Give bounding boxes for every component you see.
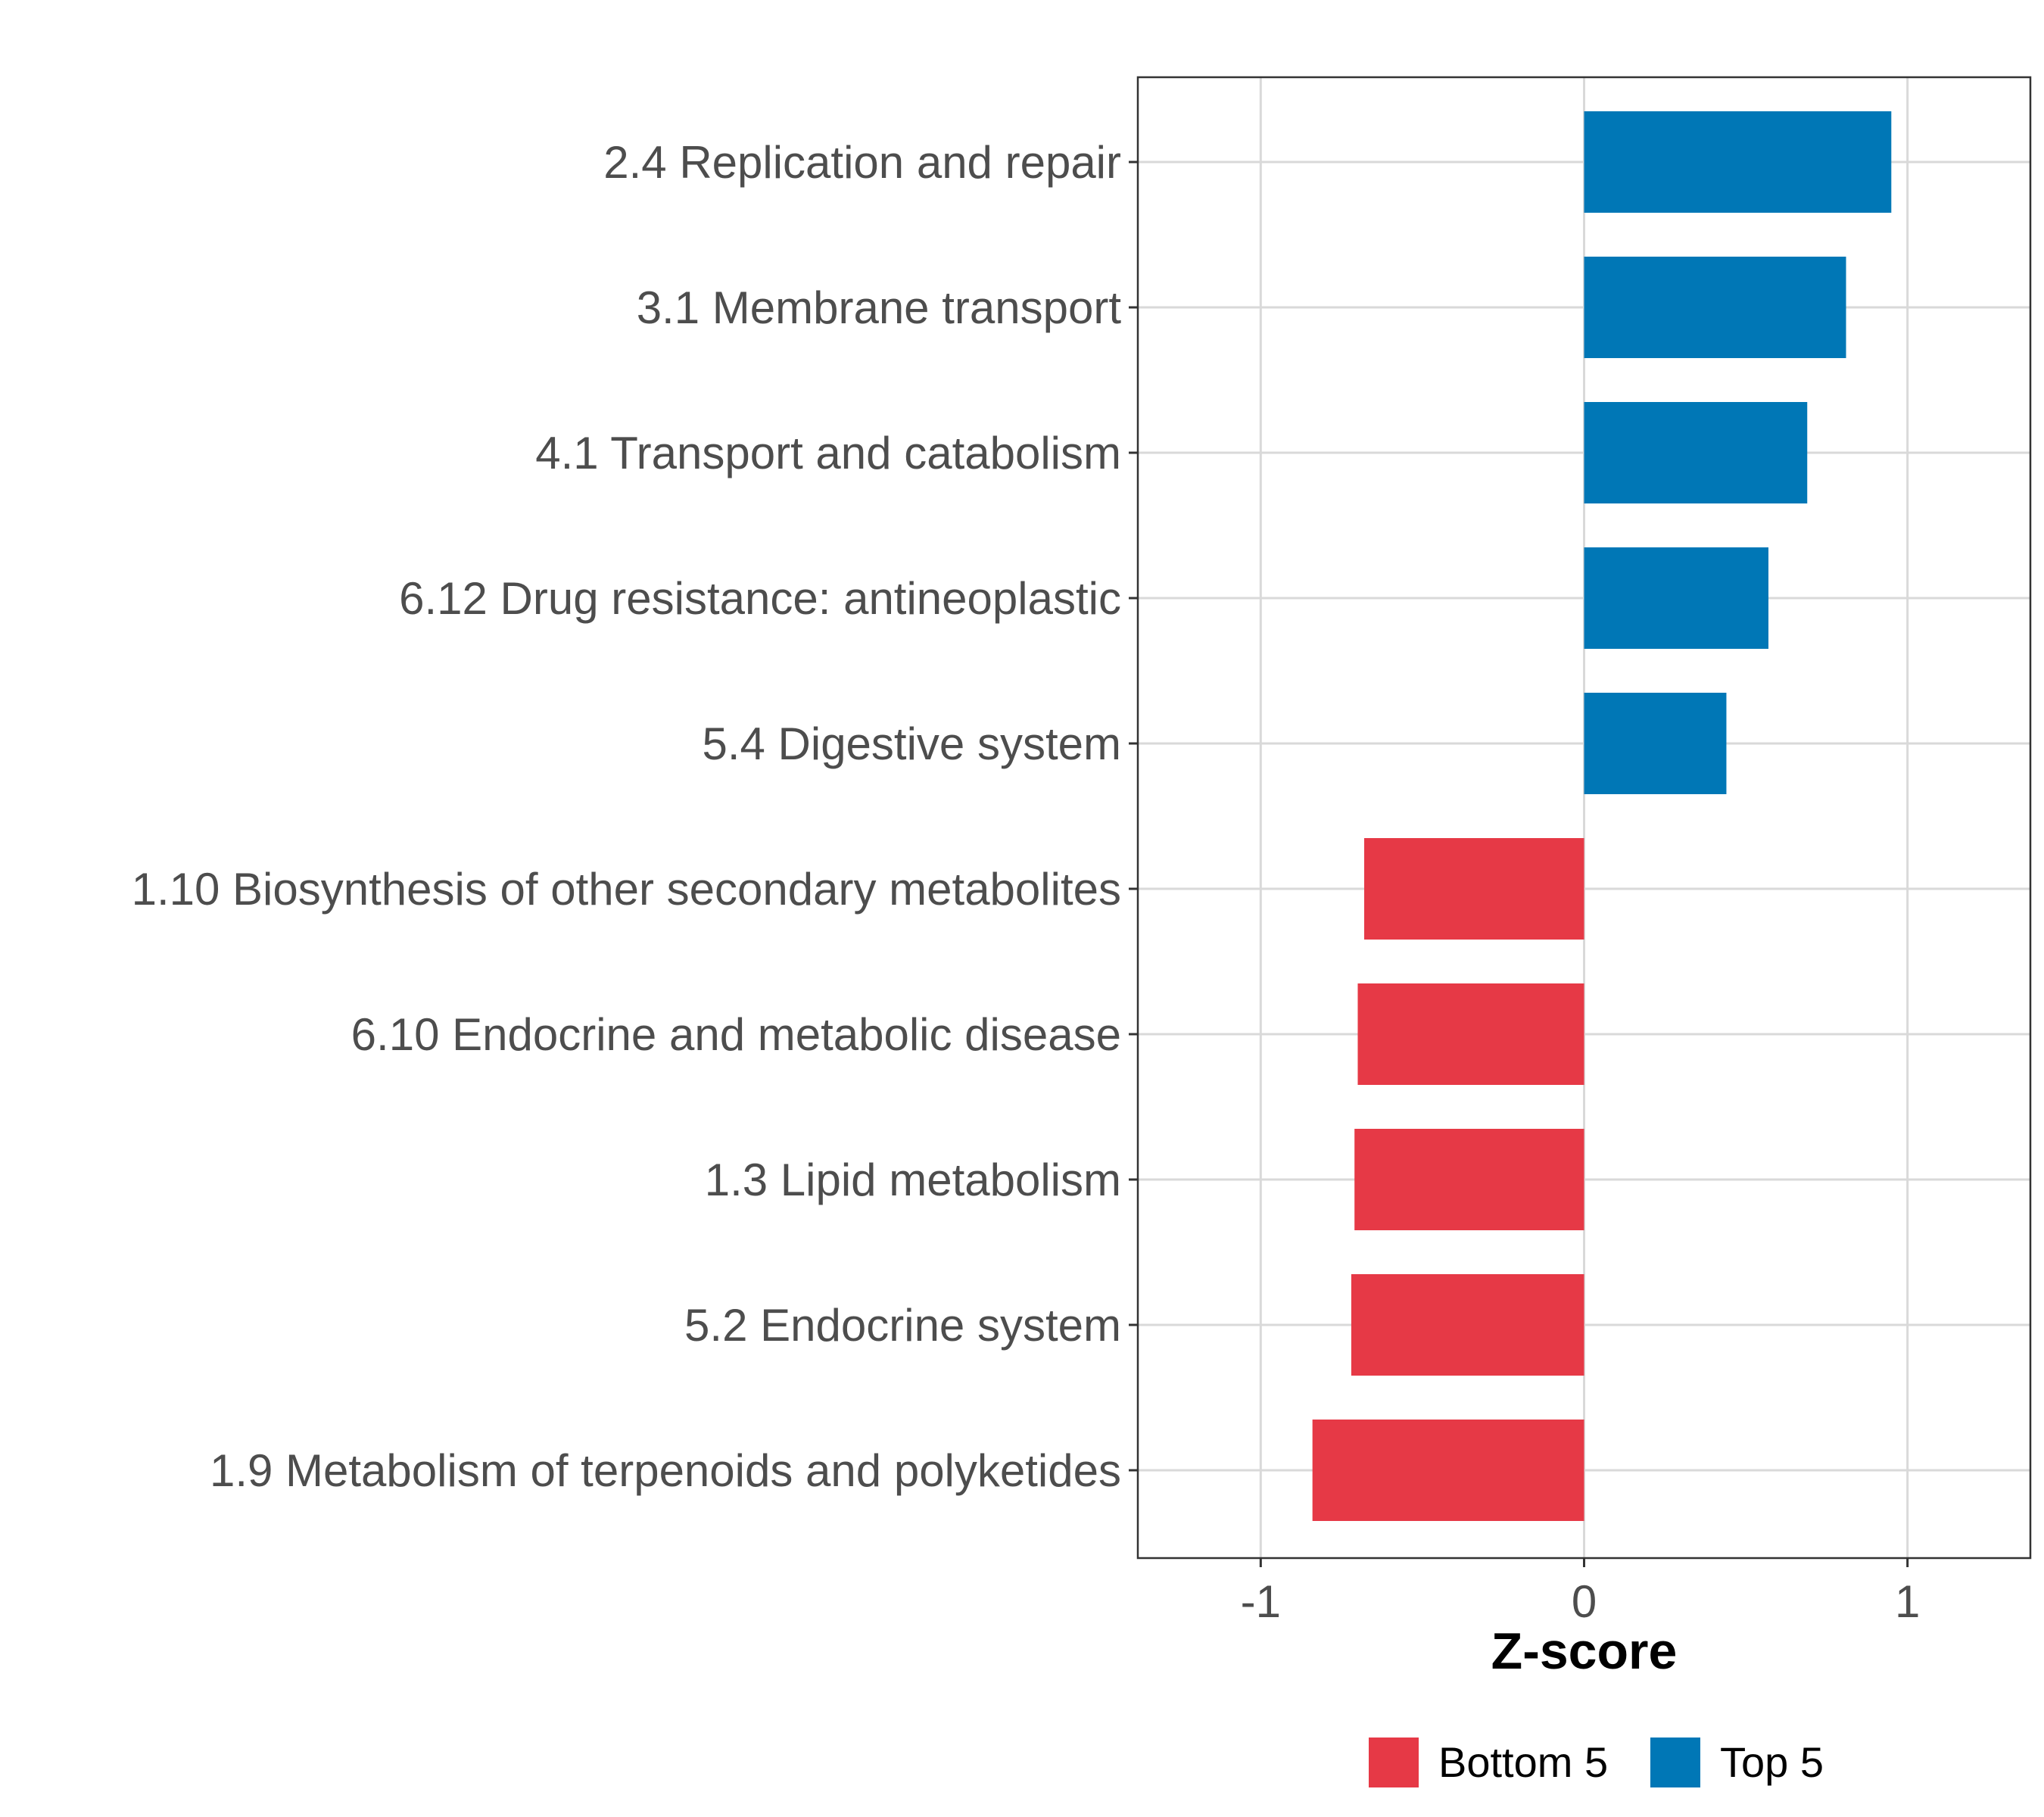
bar-3 [1584,402,1808,503]
category-label-7: 6.10 Endocrine and metabolic disease [351,1009,1121,1060]
category-label-2: 3.1 Membrane transport [637,282,1122,333]
x-tick-label-2: 0 [1572,1576,1597,1627]
category-label-6: 1.10 Biosynthesis of other secondary met… [132,864,1121,915]
legend-swatch-2 [1650,1738,1700,1787]
category-label-4: 6.12 Drug resistance: antineoplastic [399,573,1121,624]
category-label-8: 1.3 Lipid metabolism [705,1155,1121,1205]
category-label-5: 5.4 Digestive system [702,718,1121,769]
axes: 2.4 Replication and repair 3.1 Membrane t… [132,137,1921,1627]
category-label-10: 1.9 Metabolism of terpenoids and polyket… [210,1445,1121,1496]
category-label-3: 4.1 Transport and catabolism [535,428,1121,478]
category-label-9: 5.2 Endocrine system [684,1300,1121,1351]
x-axis-title: Z-score [1491,1622,1678,1680]
x-tick-label-3: 1 [1895,1576,1920,1627]
legend: Bottom 5 Top 5 [1369,1738,1824,1787]
bar-1 [1584,111,1892,213]
x-tick-label-1: -1 [1241,1576,1281,1627]
bar-10 [1312,1420,1584,1521]
bar-5 [1584,693,1727,794]
legend-swatch-1 [1369,1738,1419,1787]
bars [1312,111,1892,1521]
bar-6 [1364,838,1584,940]
legend-label-2: Top 5 [1720,1738,1824,1786]
bar-2 [1584,257,1846,358]
bar-8 [1354,1129,1584,1230]
bar-7 [1357,983,1584,1085]
category-label-1: 2.4 Replication and repair [603,137,1121,188]
bar-4 [1584,547,1768,649]
bar-9 [1351,1274,1584,1376]
legend-label-1: Bottom 5 [1438,1738,1608,1786]
